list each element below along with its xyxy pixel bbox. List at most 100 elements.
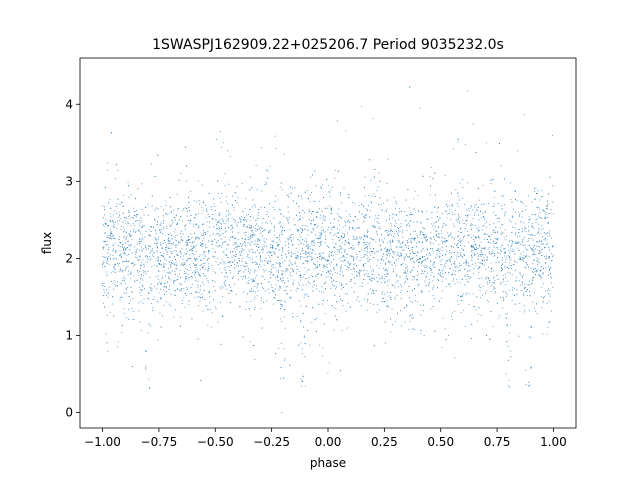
data-point <box>520 221 522 223</box>
data-point <box>208 216 210 218</box>
data-point <box>222 251 224 253</box>
data-point <box>539 208 541 210</box>
data-point <box>378 239 380 241</box>
data-point <box>122 194 125 196</box>
data-point <box>150 287 152 289</box>
data-point <box>165 249 167 251</box>
data-point <box>505 283 507 285</box>
data-point <box>266 211 268 213</box>
data-point <box>428 279 430 281</box>
data-point <box>108 248 110 251</box>
data-point <box>295 255 297 257</box>
data-point <box>254 252 256 254</box>
data-point <box>347 242 349 244</box>
data-point <box>385 268 387 270</box>
data-point <box>262 249 264 251</box>
data-point <box>329 270 331 272</box>
data-point <box>426 248 428 250</box>
data-point <box>231 231 234 233</box>
data-point <box>121 271 123 273</box>
data-point <box>494 252 496 255</box>
data-point <box>126 221 128 223</box>
data-point <box>264 290 266 292</box>
data-point <box>382 242 384 244</box>
data-point <box>441 249 443 252</box>
data-point <box>264 206 266 209</box>
data-point <box>224 227 226 229</box>
data-point <box>398 228 400 230</box>
data-point <box>154 237 156 239</box>
data-point <box>389 240 391 242</box>
data-point <box>430 247 432 250</box>
data-point <box>496 257 499 259</box>
data-point <box>432 280 434 282</box>
data-point <box>426 239 428 242</box>
data-point <box>354 262 356 265</box>
data-point <box>106 262 108 264</box>
data-point <box>503 299 505 301</box>
data-point <box>137 248 139 250</box>
data-point <box>414 299 416 301</box>
data-point <box>324 238 326 240</box>
data-point <box>251 281 254 283</box>
data-point <box>396 274 398 276</box>
data-point <box>218 213 220 215</box>
data-point <box>339 244 341 247</box>
data-point <box>110 132 112 134</box>
data-point <box>278 234 281 236</box>
data-point <box>199 254 201 256</box>
data-point <box>200 263 202 265</box>
data-point <box>281 320 283 322</box>
data-point <box>247 242 249 244</box>
data-point <box>449 260 451 262</box>
data-point <box>448 212 450 215</box>
data-point <box>520 243 522 246</box>
data-point <box>422 234 424 236</box>
data-point <box>446 217 448 219</box>
data-point <box>254 269 256 271</box>
data-point <box>533 292 536 294</box>
data-point <box>231 277 233 279</box>
data-point <box>149 289 151 291</box>
data-point <box>522 203 524 205</box>
data-point <box>177 288 179 290</box>
data-point <box>255 230 257 232</box>
data-point <box>377 250 379 253</box>
data-point <box>545 205 548 208</box>
data-point <box>546 302 548 304</box>
data-point <box>132 252 134 254</box>
data-point <box>496 242 498 244</box>
data-point <box>478 199 480 201</box>
data-point <box>413 240 415 242</box>
data-point <box>550 276 552 278</box>
data-point <box>182 258 184 260</box>
data-point <box>218 227 220 229</box>
data-point <box>494 287 496 289</box>
data-point <box>437 233 440 235</box>
data-point <box>552 254 554 256</box>
data-point <box>316 227 318 229</box>
data-point <box>552 286 554 288</box>
data-point <box>194 271 196 273</box>
data-point <box>249 236 251 238</box>
data-point <box>400 210 403 212</box>
data-point <box>396 259 398 261</box>
data-point <box>535 187 537 189</box>
data-point <box>231 251 234 253</box>
data-point <box>405 267 407 269</box>
data-point <box>256 283 258 285</box>
data-point <box>318 303 320 305</box>
data-point <box>153 264 155 267</box>
data-point <box>287 211 289 213</box>
data-point <box>241 250 243 252</box>
data-point <box>261 246 263 248</box>
data-point <box>450 245 453 248</box>
data-point <box>259 239 261 241</box>
data-point <box>307 246 309 248</box>
data-point <box>382 256 384 258</box>
data-point <box>245 226 247 228</box>
data-point <box>285 289 287 291</box>
data-point <box>442 273 444 275</box>
data-point <box>311 192 313 194</box>
